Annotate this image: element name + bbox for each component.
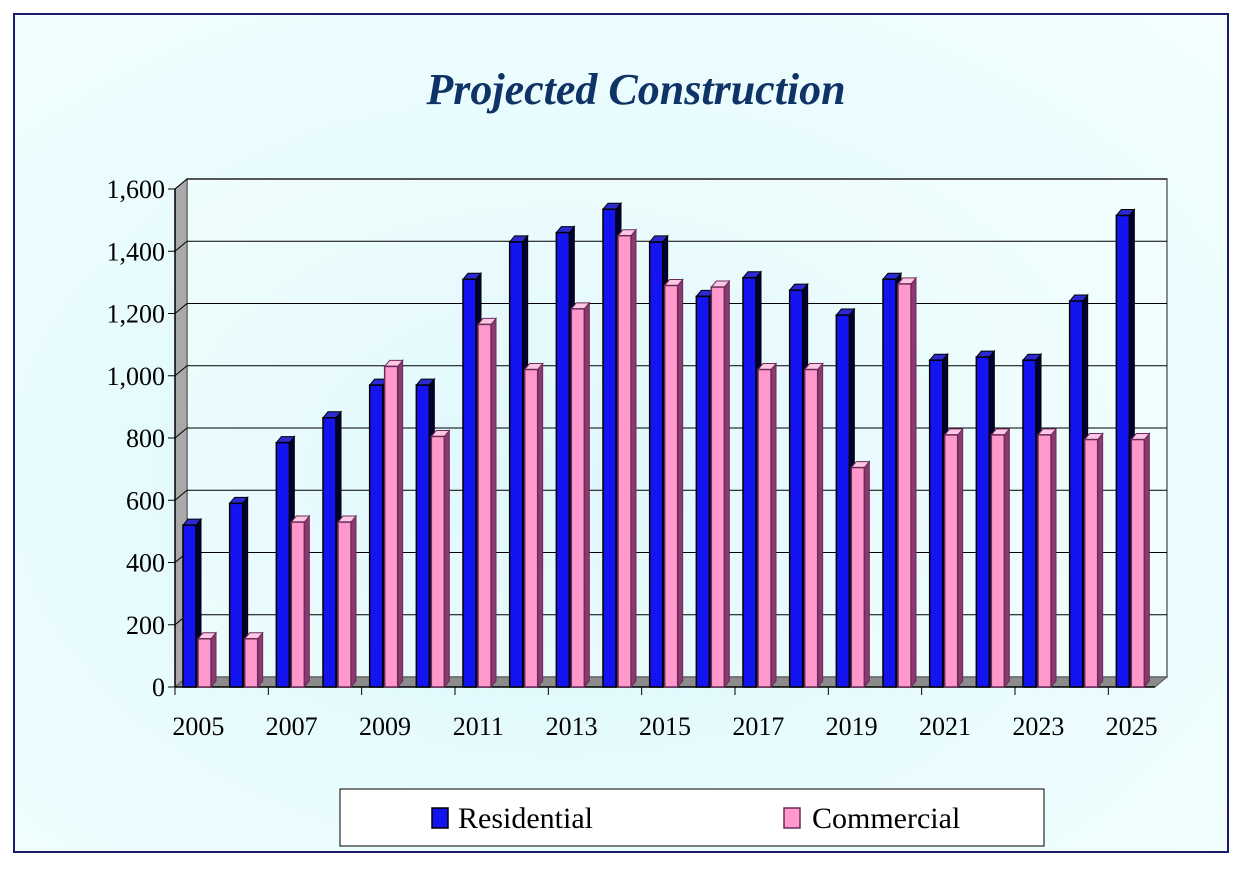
legend-label-commercial: Commercial — [812, 802, 960, 835]
bar-commercial — [523, 368, 539, 688]
bar-residential — [228, 502, 244, 688]
legend-box — [339, 788, 1045, 847]
y-tick-label: 0 — [152, 673, 165, 702]
x-tick-label: 2011 — [453, 712, 504, 741]
bar-residential — [275, 441, 291, 688]
bar-commercial — [1083, 438, 1099, 688]
x-tick-label: 2021 — [919, 712, 971, 741]
bar-commercial — [337, 521, 352, 688]
bar-residential — [415, 384, 431, 688]
bar-residential — [788, 289, 804, 688]
bar-residential — [742, 276, 757, 688]
bar-residential — [555, 231, 571, 688]
chart-title: Projected Construction — [425, 65, 845, 114]
bar-residential — [1115, 214, 1131, 688]
y-tick-label: 200 — [126, 611, 165, 640]
y-tick-label: 400 — [126, 549, 165, 578]
y-tick-label: 1,400 — [107, 237, 166, 266]
bar-residential — [368, 384, 384, 688]
y-tick-label: 800 — [126, 424, 165, 453]
chart: Projected Construction 0 200 400 600 800 1,00… — [107, 65, 1169, 847]
bar-residential — [508, 241, 524, 688]
bar-commercial — [1130, 438, 1146, 688]
legend-swatch-commercial — [783, 807, 801, 829]
bar-residential — [648, 241, 664, 688]
y-tick-label: 1,200 — [107, 300, 166, 329]
x-tick-label: 2023 — [1012, 712, 1064, 741]
legend: Residential Commercial — [339, 788, 1045, 847]
chart-frame: Projected Construction 0 200 400 600 800 1,00… — [13, 13, 1229, 853]
x-tick-label: 2009 — [359, 712, 411, 741]
bar-commercial — [1037, 434, 1052, 688]
bar-commercial — [943, 434, 959, 688]
bar-commercial — [663, 284, 679, 688]
bar-commercial — [197, 638, 212, 688]
legend-label-residential: Residential — [458, 802, 593, 835]
y-tick-label: 600 — [126, 486, 165, 515]
gridline-side — [174, 240, 188, 252]
bar-side-commercial — [257, 631, 264, 689]
gridline-side — [174, 178, 188, 190]
bar-commercial — [803, 368, 819, 688]
x-tick-label: 2017 — [732, 712, 784, 741]
bar-residential — [322, 417, 337, 688]
x-tick-label: 2005 — [172, 712, 224, 741]
x-tick-label: 2007 — [266, 712, 318, 741]
gridline-side — [174, 489, 188, 501]
bar-commercial — [243, 638, 259, 688]
y-tick-label: 1,000 — [107, 362, 166, 391]
gridline-side — [174, 303, 188, 314]
bar-residential — [975, 356, 991, 688]
x-tick-label: 2013 — [546, 712, 598, 741]
x-tick-label: 2015 — [639, 712, 691, 741]
bar-residential — [928, 359, 944, 688]
bar-commercial — [990, 434, 1006, 688]
bar-commercial — [757, 368, 772, 688]
bar-residential — [1022, 359, 1037, 688]
x-tick-label: 2025 — [1106, 712, 1158, 741]
bar-commercial — [897, 283, 912, 688]
bar-residential — [602, 208, 617, 688]
y-tick-label: 1,600 — [107, 175, 166, 204]
x-tick-label: 2019 — [826, 712, 878, 741]
bar-commercial — [477, 323, 492, 688]
bar-commercial — [290, 521, 306, 688]
bar-commercial — [850, 466, 866, 688]
gridline-side — [174, 427, 188, 439]
bar-residential — [835, 314, 851, 688]
bar-commercial — [430, 435, 446, 688]
bar-residential — [1068, 300, 1084, 688]
bar-residential — [182, 524, 197, 688]
bar-commercial — [617, 234, 632, 688]
bar-commercial — [383, 365, 399, 688]
bar-residential — [882, 278, 897, 688]
bar-residential — [695, 295, 711, 688]
legend-swatch-residential — [431, 807, 449, 829]
bar-commercial — [570, 308, 586, 688]
bar-commercial — [710, 286, 726, 688]
gridline-side — [174, 365, 188, 377]
bar-residential — [462, 278, 477, 688]
